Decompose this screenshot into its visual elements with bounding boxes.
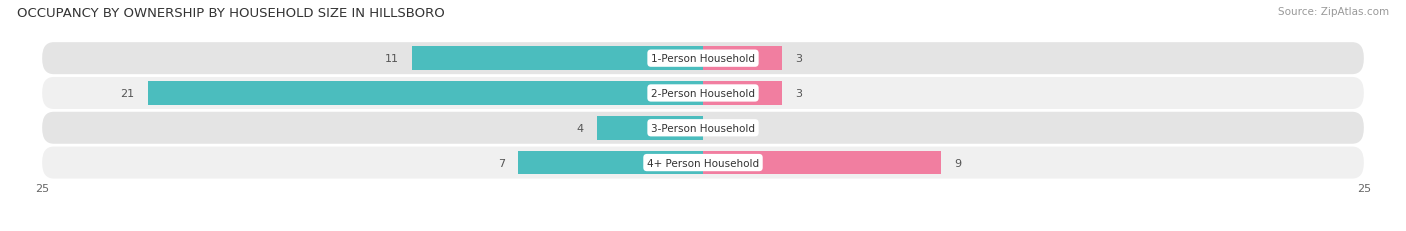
- Bar: [517, 151, 703, 175]
- Text: 4+ Person Household: 4+ Person Household: [647, 158, 759, 168]
- Bar: [598, 116, 703, 140]
- Text: 4: 4: [576, 123, 583, 133]
- Bar: [148, 82, 703, 105]
- Text: 3: 3: [796, 54, 803, 64]
- Text: 3-Person Household: 3-Person Household: [651, 123, 755, 133]
- FancyBboxPatch shape: [42, 112, 1364, 144]
- FancyBboxPatch shape: [42, 147, 1364, 179]
- Bar: [412, 47, 703, 71]
- FancyBboxPatch shape: [42, 43, 1364, 75]
- Text: 21: 21: [121, 88, 135, 99]
- FancyBboxPatch shape: [42, 78, 1364, 109]
- Text: 9: 9: [955, 158, 962, 168]
- Text: 0: 0: [716, 123, 723, 133]
- Text: 1-Person Household: 1-Person Household: [651, 54, 755, 64]
- Text: OCCUPANCY BY OWNERSHIP BY HOUSEHOLD SIZE IN HILLSBORO: OCCUPANCY BY OWNERSHIP BY HOUSEHOLD SIZE…: [17, 7, 444, 20]
- Bar: [703, 151, 941, 175]
- Text: 2-Person Household: 2-Person Household: [651, 88, 755, 99]
- Bar: [703, 82, 782, 105]
- Text: Source: ZipAtlas.com: Source: ZipAtlas.com: [1278, 7, 1389, 17]
- Text: 3: 3: [796, 88, 803, 99]
- Text: 7: 7: [498, 158, 505, 168]
- Text: 11: 11: [385, 54, 399, 64]
- Bar: [703, 47, 782, 71]
